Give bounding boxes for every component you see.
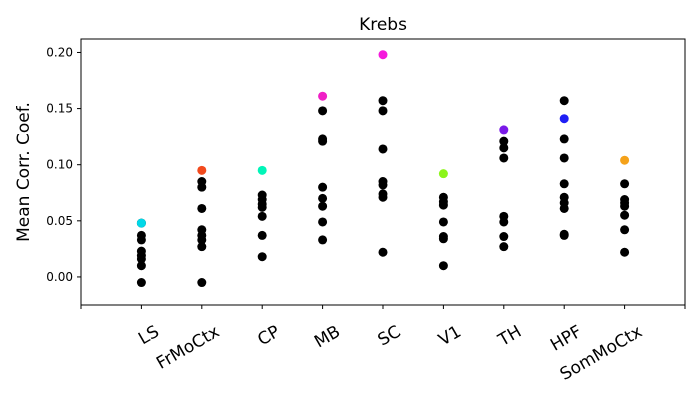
- highlight-point: [197, 165, 207, 175]
- x-tick-label: MB: [311, 322, 344, 352]
- data-point: [318, 235, 328, 245]
- data-point: [257, 230, 267, 240]
- x-tick-label: HPF: [547, 322, 585, 356]
- y-tick-label: 0.05: [46, 214, 73, 228]
- highlight-point: [257, 165, 267, 175]
- data-point: [136, 254, 146, 264]
- data-point: [197, 278, 207, 288]
- data-point: [499, 143, 509, 153]
- data-point: [559, 134, 569, 144]
- data-point: [438, 217, 448, 227]
- data-point: [257, 202, 267, 212]
- data-point: [378, 106, 388, 116]
- data-point: [559, 203, 569, 213]
- data-point: [620, 210, 630, 220]
- data-point: [136, 278, 146, 288]
- data-point: [318, 182, 328, 192]
- data-points: [136, 50, 630, 288]
- data-point: [620, 225, 630, 235]
- data-point: [197, 182, 207, 192]
- data-point: [378, 96, 388, 106]
- highlight-point: [136, 218, 146, 228]
- data-point: [620, 179, 630, 189]
- data-point: [499, 217, 509, 227]
- x-tick-label: CP: [254, 322, 283, 350]
- data-point: [257, 252, 267, 262]
- data-point: [499, 232, 509, 242]
- data-point: [197, 242, 207, 252]
- y-tick-label: 0.15: [46, 102, 73, 116]
- x-tick-label: SC: [375, 322, 405, 351]
- y-tick-label: 0.00: [46, 270, 73, 284]
- highlight-point: [559, 114, 569, 124]
- data-point: [318, 217, 328, 227]
- data-point: [620, 201, 630, 211]
- data-point: [197, 235, 207, 245]
- x-tick-label: V1: [435, 322, 464, 351]
- data-point: [318, 136, 328, 146]
- x-tick-label: FrMoCtx: [153, 322, 223, 374]
- highlight-point: [438, 169, 448, 179]
- data-point: [559, 230, 569, 240]
- data-point: [378, 180, 388, 190]
- data-point: [318, 106, 328, 116]
- data-point: [136, 235, 146, 245]
- data-point: [136, 261, 146, 271]
- data-point: [438, 200, 448, 210]
- data-point: [620, 247, 630, 257]
- y-tick-label: 0.10: [46, 158, 73, 172]
- chart-title: Krebs: [359, 15, 407, 35]
- data-point: [499, 153, 509, 163]
- highlight-point: [499, 125, 509, 135]
- highlight-point: [318, 91, 328, 101]
- data-point: [499, 242, 509, 252]
- data-point: [559, 153, 569, 163]
- data-point: [438, 261, 448, 271]
- data-point: [378, 192, 388, 202]
- data-point: [318, 193, 328, 203]
- data-point: [378, 144, 388, 154]
- plot-frame: [80, 38, 686, 306]
- data-point: [499, 136, 509, 146]
- data-point: [257, 211, 267, 221]
- data-point: [378, 247, 388, 257]
- data-point: [559, 179, 569, 189]
- highlight-point: [378, 50, 388, 60]
- highlight-point: [620, 155, 630, 165]
- data-point: [197, 203, 207, 213]
- x-tick-label: TH: [494, 322, 525, 351]
- data-point: [559, 96, 569, 106]
- y-axis-label: Mean Corr. Coef.: [14, 102, 34, 242]
- y-tick-label: 0.20: [46, 45, 73, 59]
- x-tick-label: LS: [135, 322, 163, 349]
- data-point: [438, 234, 448, 244]
- data-point: [318, 201, 328, 211]
